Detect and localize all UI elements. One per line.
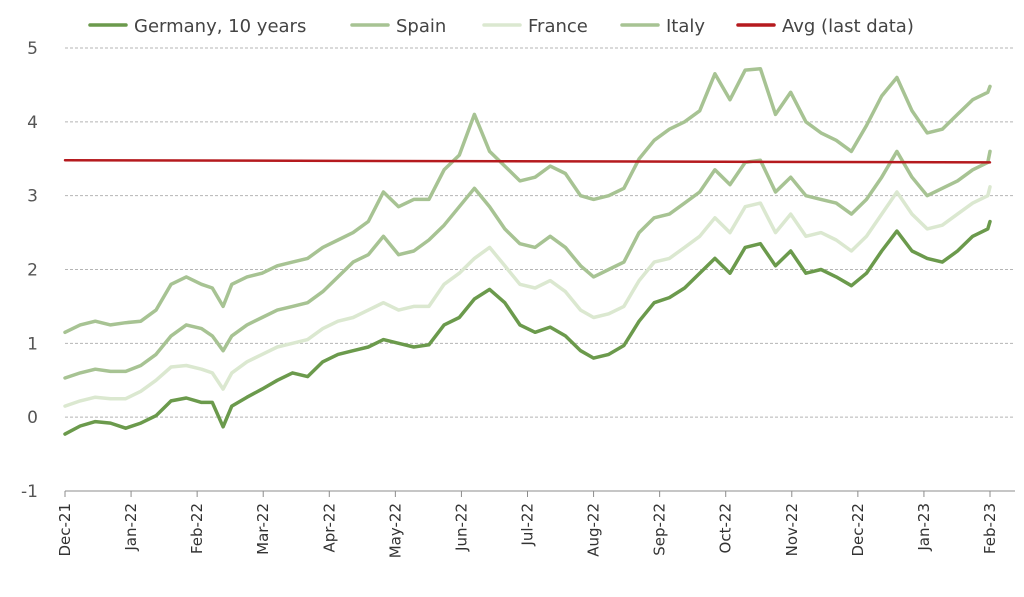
legend-label: France — [528, 16, 588, 37]
legend-label: Avg (last data) — [782, 16, 914, 37]
y-tick-label: -1 — [21, 482, 38, 502]
x-tick-label: Feb-22 — [188, 503, 206, 554]
legend-item: Italy — [620, 16, 705, 37]
legend-item: Germany, 10 years — [88, 16, 306, 37]
y-tick-label: 2 — [27, 261, 38, 281]
x-tick-label: Jan-22 — [122, 503, 140, 552]
x-tick-label: Apr-22 — [320, 503, 338, 553]
y-axis-ticks: -1 0 1 2 3 4 5 — [21, 39, 38, 502]
x-tick-label: Sep-22 — [651, 503, 669, 556]
legend-label: Germany, 10 years — [134, 16, 306, 37]
x-tick-label: Jun-22 — [452, 503, 470, 552]
x-tick-label: Mar-22 — [254, 503, 272, 555]
series-lines — [63, 66, 992, 436]
x-tick-label: Aug-22 — [585, 503, 603, 557]
x-tick-label: Oct-22 — [717, 503, 735, 553]
x-tick-label: Dec-21 — [56, 503, 74, 557]
legend: Germany, 10 years Spain France Italy Avg (la… — [88, 16, 914, 37]
legend-item: Spain — [350, 16, 446, 37]
y-tick-label: 0 — [27, 408, 38, 428]
series-line — [63, 219, 992, 436]
x-tick-label: Jul-22 — [519, 503, 537, 547]
y-tick-label: 5 — [27, 39, 38, 59]
y-tick-label: 3 — [27, 187, 38, 207]
y-tick-label: 4 — [27, 113, 38, 133]
series-line — [63, 66, 992, 335]
legend-item: Avg (last data) — [736, 16, 914, 37]
x-tick-label: May-22 — [386, 503, 404, 558]
gridlines — [65, 47, 1015, 418]
x-tick-label: Nov-22 — [783, 503, 801, 556]
x-tick-label: Dec-22 — [849, 503, 867, 557]
x-axis-ticks: Dec-21 Jan-22 Feb-22 Mar-22 Apr-22 May-22 Jun-… — [56, 491, 999, 558]
legend-label: Spain — [396, 16, 446, 37]
x-tick-label: Jan-23 — [915, 503, 933, 552]
x-tick-label: Feb-23 — [981, 503, 999, 554]
legend-label: Italy — [666, 16, 705, 37]
series-line — [63, 149, 992, 380]
series-line — [63, 158, 992, 164]
y-tick-label: 1 — [27, 334, 38, 354]
legend-item: France — [482, 16, 588, 37]
series-line — [63, 185, 992, 408]
